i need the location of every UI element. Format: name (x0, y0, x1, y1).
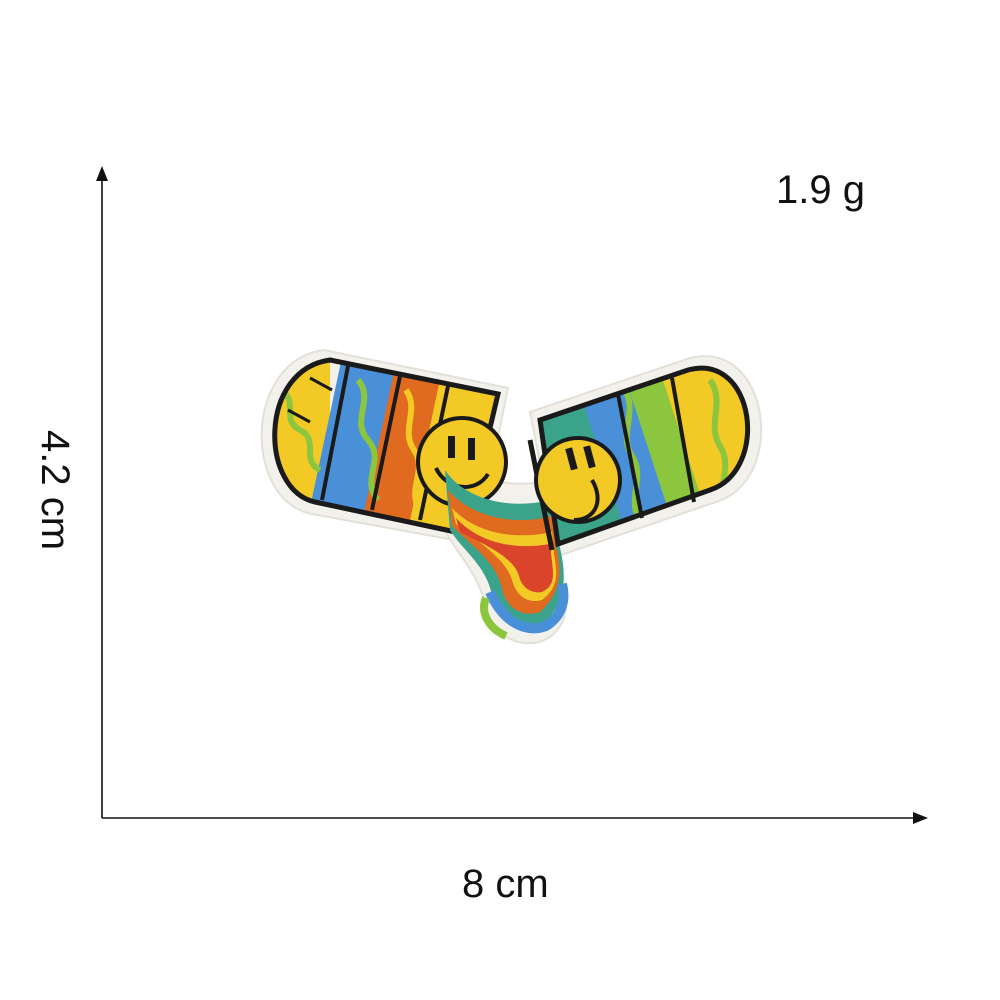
width-dimension-label: 8 cm (462, 862, 549, 906)
horizontal-axis-arrowhead (913, 812, 928, 824)
vertical-axis-arrowhead (96, 166, 108, 181)
smiley-face-icon-right (534, 436, 622, 524)
height-dimension-label: 4.2 cm (33, 429, 77, 551)
embroidered-patch-image (260, 348, 763, 645)
smiley-face-icon (416, 416, 508, 508)
rainbow-stream-icon (445, 470, 569, 640)
weight-label: 1.9 g (776, 168, 865, 212)
